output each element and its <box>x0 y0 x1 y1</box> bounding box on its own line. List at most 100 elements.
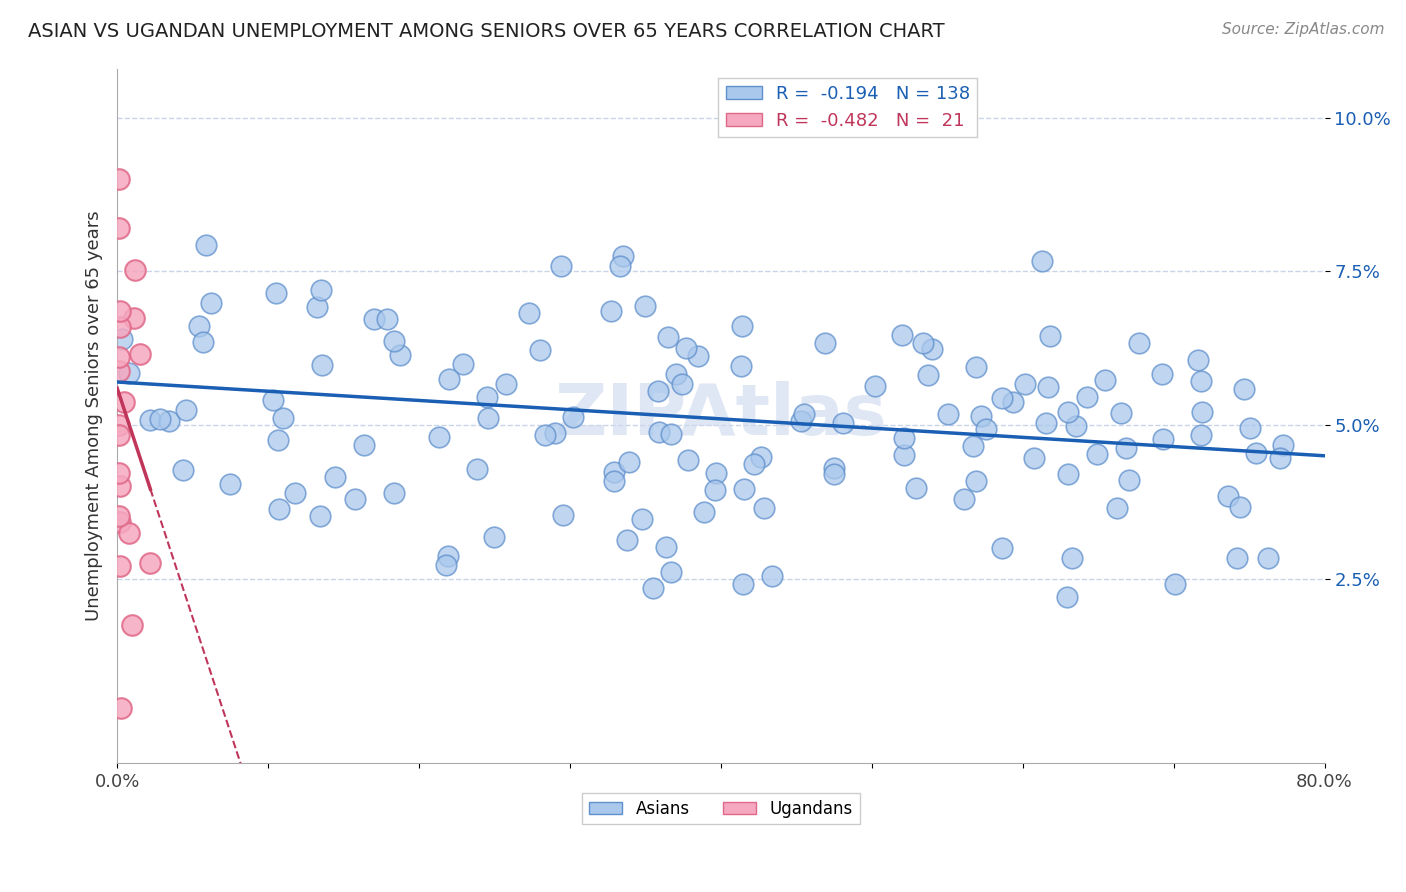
Point <box>111 332 134 346</box>
Point <box>1039 329 1062 343</box>
Point <box>1152 433 1174 447</box>
Point <box>363 312 385 326</box>
Point <box>305 300 328 314</box>
Point <box>382 485 405 500</box>
Point <box>1226 551 1249 566</box>
Point <box>551 508 574 523</box>
Point <box>917 368 939 383</box>
Point <box>893 432 915 446</box>
Point <box>194 237 217 252</box>
Point <box>823 467 845 482</box>
Point <box>187 318 209 333</box>
Point <box>437 372 460 386</box>
Point <box>1118 473 1140 487</box>
Point <box>832 416 855 430</box>
Point <box>139 556 162 570</box>
Point <box>643 582 665 596</box>
Point <box>1036 380 1059 394</box>
Point <box>1189 428 1212 442</box>
Point <box>657 329 679 343</box>
Point <box>1057 405 1080 419</box>
Point <box>110 320 132 334</box>
Point <box>671 376 693 391</box>
Point <box>311 358 333 372</box>
Point <box>112 395 135 409</box>
Point <box>271 411 294 425</box>
Point <box>1076 390 1098 404</box>
Point <box>647 384 669 399</box>
Point <box>1001 394 1024 409</box>
Point <box>191 334 214 349</box>
Point <box>665 368 688 382</box>
Point <box>309 509 332 524</box>
Point <box>517 305 540 319</box>
Point <box>172 463 194 477</box>
Point <box>1191 374 1213 388</box>
Point <box>921 342 943 356</box>
Point <box>108 479 131 493</box>
Point <box>1233 382 1256 396</box>
Point <box>936 407 959 421</box>
Point <box>793 408 815 422</box>
Point <box>108 515 131 529</box>
Point <box>353 438 375 452</box>
Point <box>749 450 772 464</box>
Point <box>284 485 307 500</box>
Point <box>659 566 682 580</box>
Point <box>434 558 457 572</box>
Text: Source: ZipAtlas.com: Source: ZipAtlas.com <box>1222 22 1385 37</box>
Text: ZIPAtlas: ZIPAtlas <box>554 381 887 450</box>
Point <box>1216 489 1239 503</box>
Point <box>529 343 551 358</box>
Point <box>157 414 180 428</box>
Point <box>174 403 197 417</box>
Point <box>814 335 837 350</box>
Point <box>969 409 991 424</box>
Point <box>1150 368 1173 382</box>
Point <box>630 511 652 525</box>
Point <box>602 474 624 488</box>
Point <box>323 470 346 484</box>
Point <box>108 428 131 442</box>
Point <box>965 474 987 488</box>
Point <box>693 505 716 519</box>
Point <box>911 336 934 351</box>
Point <box>267 433 290 447</box>
Point <box>602 465 624 479</box>
Point <box>655 540 678 554</box>
Point <box>139 413 162 427</box>
Point <box>731 318 754 333</box>
Point <box>121 617 143 632</box>
Point <box>534 427 557 442</box>
Point <box>544 426 567 441</box>
Point <box>375 312 398 326</box>
Point <box>962 439 984 453</box>
Point <box>823 461 845 475</box>
Point <box>752 501 775 516</box>
Point <box>990 391 1012 405</box>
Point <box>974 422 997 436</box>
Point <box>107 364 129 378</box>
Point <box>965 360 987 375</box>
Point <box>730 359 752 373</box>
Point <box>617 455 640 469</box>
Point <box>108 350 131 364</box>
Point <box>467 462 489 476</box>
Point <box>267 501 290 516</box>
Point <box>219 476 242 491</box>
Point <box>742 458 765 472</box>
Point <box>733 482 755 496</box>
Point <box>108 304 131 318</box>
Point <box>477 390 499 404</box>
Point <box>344 491 367 506</box>
Point <box>616 533 638 547</box>
Point <box>451 357 474 371</box>
Point <box>1062 551 1084 566</box>
Point <box>562 410 585 425</box>
Point <box>893 448 915 462</box>
Point <box>891 328 914 343</box>
Point <box>863 379 886 393</box>
Point <box>1105 501 1128 516</box>
Point <box>648 425 671 439</box>
Point <box>311 284 333 298</box>
